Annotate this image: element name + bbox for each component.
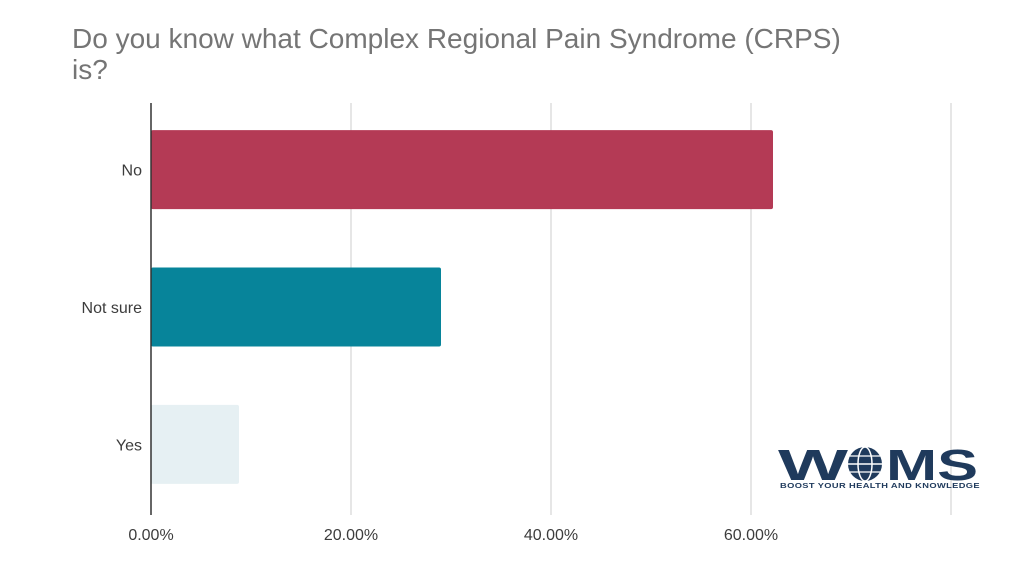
woms-logo: W MS BOOST YOUR HEALTH AND KNOWLEDGE — [778, 441, 980, 490]
x-tick-labels: 0.00% 20.00% 40.00% 60.00% — [128, 527, 778, 544]
chart-title-line-2: is? — [72, 54, 108, 85]
logo-letter-w: W — [778, 441, 849, 490]
category-label: Yes — [116, 437, 142, 454]
category-label: No — [122, 163, 143, 180]
bar-not-sure — [151, 267, 441, 347]
logo-letters-ms: MS — [886, 441, 978, 490]
logo-tagline: BOOST YOUR HEALTH AND KNOWLEDGE — [780, 481, 980, 490]
category-label: Not sure — [82, 300, 143, 317]
x-tick-label: 60.00% — [724, 527, 778, 544]
x-tick-label: 0.00% — [128, 527, 173, 544]
bars — [151, 130, 773, 484]
x-tick-label: 20.00% — [324, 527, 378, 544]
bar-no — [151, 130, 773, 210]
chart-title-line-1: Do you know what Complex Regional Pain S… — [72, 23, 841, 54]
x-tick-label: 40.00% — [524, 527, 578, 544]
globe-icon — [848, 446, 882, 482]
bar-yes — [151, 404, 239, 484]
category-labels: No Not sure Yes — [82, 163, 143, 455]
